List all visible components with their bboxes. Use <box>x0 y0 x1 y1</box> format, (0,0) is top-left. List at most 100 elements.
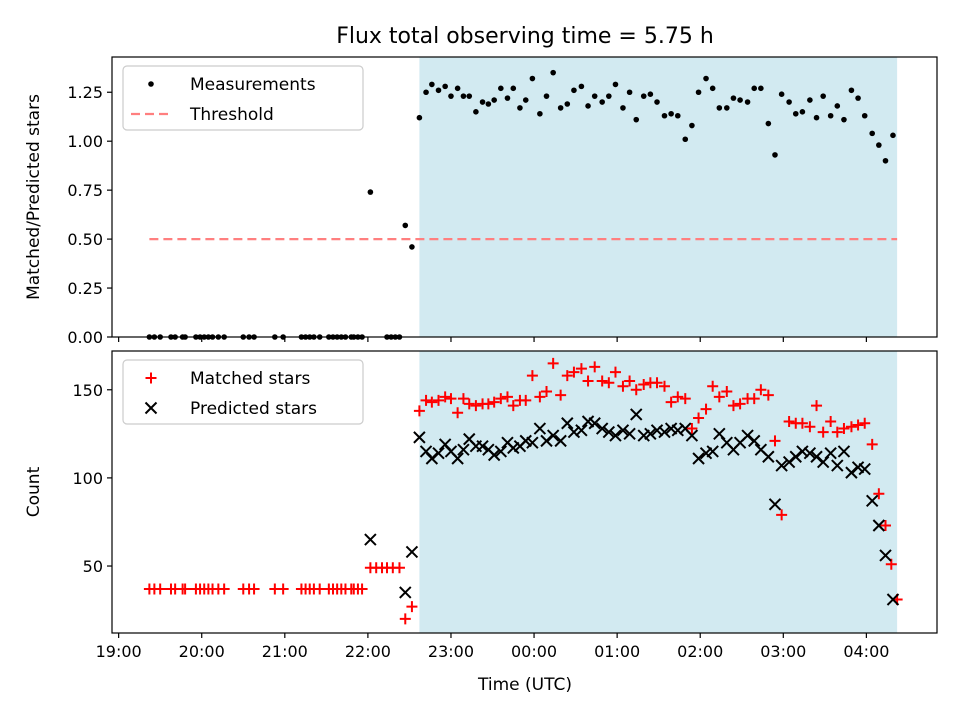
data-point <box>526 436 539 449</box>
data-point <box>855 95 861 101</box>
legend: Matched stars Predicted stars <box>122 359 364 425</box>
y-tick-label: 0.75 <box>67 181 103 200</box>
data-point <box>876 142 882 148</box>
data-point <box>470 400 482 412</box>
data-point <box>686 423 698 435</box>
data-point <box>695 89 702 96</box>
data-point <box>432 447 445 460</box>
data-point <box>721 386 733 398</box>
data-point <box>831 459 844 472</box>
data-point <box>466 93 473 99</box>
data-point <box>218 583 230 595</box>
series-predicted-stars <box>364 408 900 606</box>
data-point <box>866 438 878 450</box>
data-point <box>689 122 695 129</box>
data-point <box>882 157 889 164</box>
data-point <box>402 222 409 229</box>
data-point <box>748 393 760 405</box>
legend-box <box>122 359 364 425</box>
data-point <box>792 110 799 117</box>
data-point <box>582 375 594 387</box>
x-tick-label: 21:00 <box>262 642 308 661</box>
x-tick-label: 19:00 <box>96 642 142 661</box>
data-point <box>529 75 536 82</box>
data-point <box>693 412 705 424</box>
data-point <box>426 396 438 408</box>
y-axis-label: Count <box>24 466 44 517</box>
x-tick-label: 03:00 <box>760 642 806 661</box>
data-point <box>451 452 464 465</box>
data-point <box>804 421 816 433</box>
data-point <box>734 398 746 410</box>
data-point <box>841 116 847 123</box>
data-point <box>596 375 608 387</box>
data-point <box>546 429 560 442</box>
bottom-panel: 50 100 150 19:00 20:00 21:00 22:00 23:00 00:00 01… <box>24 350 938 661</box>
x-tick-label: 04:00 <box>843 642 889 661</box>
chart-title: Flux total observing time = 5.75 h <box>336 24 714 49</box>
data-point <box>482 398 494 410</box>
data-point <box>488 396 500 408</box>
data-point <box>783 416 795 427</box>
y-tick-label: 150 <box>72 381 103 400</box>
data-point <box>561 417 574 430</box>
data-point <box>603 377 615 389</box>
data-point <box>571 87 577 94</box>
data-point <box>616 424 630 437</box>
data-point <box>599 99 605 105</box>
data-point <box>591 93 598 99</box>
data-point <box>765 120 772 127</box>
y-tick-label: 0.50 <box>67 230 103 249</box>
data-point <box>661 112 668 119</box>
data-point <box>476 439 489 453</box>
data-point <box>658 425 671 439</box>
y-tick-label: 1.25 <box>67 83 103 102</box>
legend-label: Matched stars <box>190 369 310 389</box>
data-point <box>487 448 501 462</box>
data-point <box>555 389 567 401</box>
data-point <box>824 447 837 460</box>
x-tick-label: 22:00 <box>345 642 391 661</box>
data-point <box>557 105 564 111</box>
data-point <box>827 112 834 119</box>
data-point <box>859 417 871 429</box>
data-point <box>685 429 699 442</box>
data-point <box>405 545 419 559</box>
data-point <box>679 393 691 405</box>
data-point <box>644 427 657 441</box>
data-point <box>811 400 823 412</box>
axes-frame <box>111 350 938 634</box>
data-point <box>727 400 739 412</box>
data-point <box>858 462 871 476</box>
data-point <box>845 421 857 433</box>
data-point <box>517 105 523 111</box>
data-point <box>650 424 664 437</box>
data-point <box>448 93 454 99</box>
observing-span-shade <box>419 57 898 337</box>
data-point <box>886 593 900 606</box>
legend-label: Predicted stars <box>190 399 317 419</box>
data-point <box>748 434 761 448</box>
data-point <box>547 357 559 369</box>
data-point <box>179 583 191 595</box>
legend-marker <box>148 81 154 87</box>
data-point <box>716 105 723 111</box>
data-point <box>423 89 429 96</box>
data-point <box>406 601 418 613</box>
data-point <box>522 97 529 103</box>
data-point <box>825 416 837 427</box>
legend-label: Threshold <box>189 105 274 125</box>
data-point <box>803 447 817 460</box>
data-point <box>873 488 885 500</box>
data-point <box>399 586 412 599</box>
y-tick-label: 0.00 <box>67 328 103 347</box>
legend-marker <box>144 401 158 415</box>
data-point <box>439 391 451 403</box>
y-tick-label: 100 <box>72 469 103 488</box>
data-point <box>609 429 622 442</box>
data-point <box>768 498 782 511</box>
data-point <box>852 419 864 431</box>
data-point <box>588 417 601 430</box>
data-point <box>463 398 475 410</box>
data-point <box>494 445 508 458</box>
